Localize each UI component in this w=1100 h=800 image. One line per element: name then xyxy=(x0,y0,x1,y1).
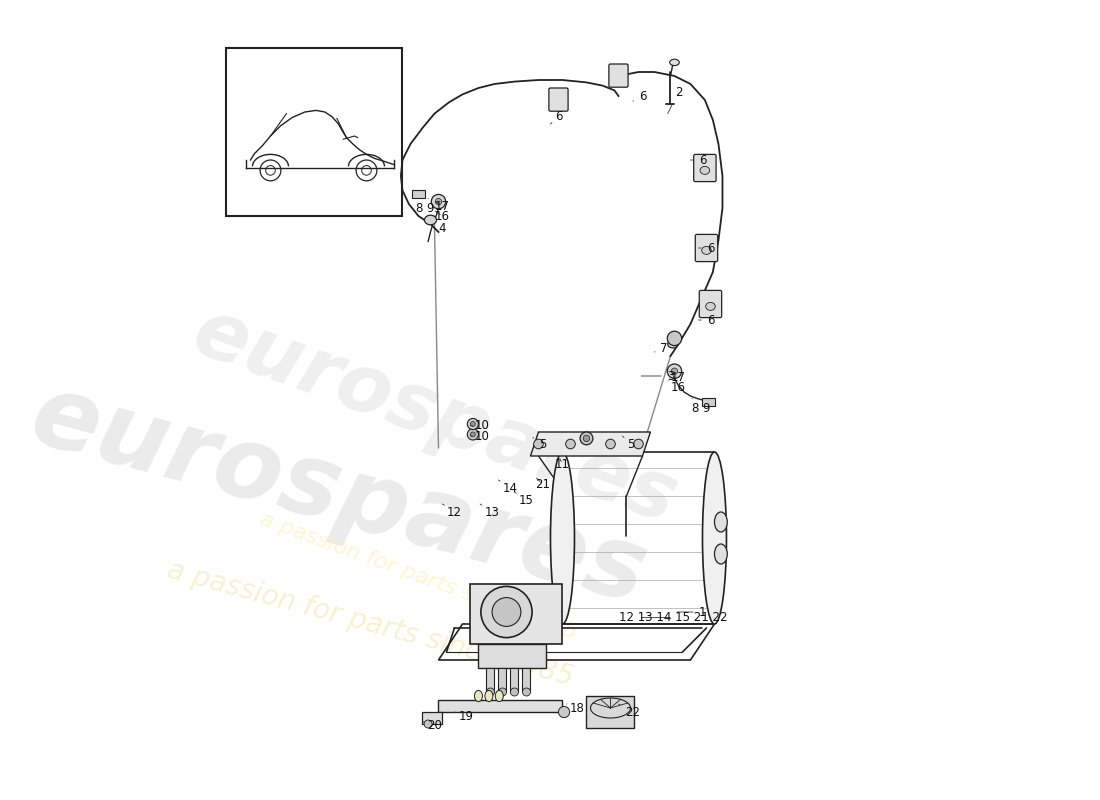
Text: eurospares: eurospares xyxy=(182,292,688,540)
Ellipse shape xyxy=(522,688,530,696)
Circle shape xyxy=(431,194,446,209)
Circle shape xyxy=(425,720,432,728)
Text: 9: 9 xyxy=(426,198,433,214)
Bar xyxy=(227,48,403,216)
Ellipse shape xyxy=(700,166,710,174)
Text: 6: 6 xyxy=(698,314,714,326)
Text: a passion for parts since 1985: a passion for parts since 1985 xyxy=(257,509,580,643)
Bar xyxy=(498,668,506,692)
Bar xyxy=(703,398,715,406)
Text: 18: 18 xyxy=(566,702,584,714)
Text: 16: 16 xyxy=(434,210,450,222)
Ellipse shape xyxy=(670,59,680,66)
Text: 10: 10 xyxy=(471,430,490,442)
Circle shape xyxy=(468,429,478,440)
Ellipse shape xyxy=(474,690,483,702)
Text: 4: 4 xyxy=(434,216,447,234)
Circle shape xyxy=(481,586,532,638)
Text: 14: 14 xyxy=(498,480,518,494)
Text: 22: 22 xyxy=(618,704,640,718)
Text: 12 13 14 15 21 22: 12 13 14 15 21 22 xyxy=(618,611,727,624)
Ellipse shape xyxy=(498,688,506,696)
Text: eurospares: eurospares xyxy=(21,367,657,625)
Bar xyxy=(510,668,518,692)
Ellipse shape xyxy=(495,690,504,702)
FancyBboxPatch shape xyxy=(694,154,716,182)
Text: 17: 17 xyxy=(668,371,686,384)
Ellipse shape xyxy=(715,512,727,532)
FancyBboxPatch shape xyxy=(609,64,628,87)
Text: 8: 8 xyxy=(415,198,422,214)
Text: 2: 2 xyxy=(668,86,682,114)
Ellipse shape xyxy=(703,452,726,624)
Ellipse shape xyxy=(425,215,437,225)
Ellipse shape xyxy=(668,340,678,348)
Circle shape xyxy=(468,418,478,430)
Text: 6: 6 xyxy=(550,110,562,124)
Text: 7: 7 xyxy=(654,342,668,354)
Bar xyxy=(412,190,425,198)
Text: 10: 10 xyxy=(471,419,490,432)
Text: 11: 11 xyxy=(556,458,570,470)
Text: a passion for parts since 1985: a passion for parts since 1985 xyxy=(164,556,576,692)
Text: 16: 16 xyxy=(668,381,686,394)
Circle shape xyxy=(471,422,475,426)
Circle shape xyxy=(671,368,678,374)
Bar xyxy=(478,644,547,668)
Circle shape xyxy=(471,432,475,437)
Text: 8: 8 xyxy=(691,398,698,414)
Text: 6: 6 xyxy=(698,242,714,254)
Text: 13: 13 xyxy=(480,504,499,518)
Text: 3: 3 xyxy=(641,370,674,382)
Circle shape xyxy=(606,439,615,449)
Ellipse shape xyxy=(485,690,493,702)
Polygon shape xyxy=(530,432,650,456)
Text: 5: 5 xyxy=(623,436,635,450)
Circle shape xyxy=(436,198,442,205)
Text: 15: 15 xyxy=(515,492,534,506)
Ellipse shape xyxy=(715,544,727,564)
Circle shape xyxy=(534,439,543,449)
Ellipse shape xyxy=(550,452,574,624)
Text: 12: 12 xyxy=(442,504,462,518)
Bar xyxy=(522,668,530,692)
Ellipse shape xyxy=(486,688,495,696)
Text: 1: 1 xyxy=(678,606,706,618)
Circle shape xyxy=(492,598,521,626)
Text: 6: 6 xyxy=(632,90,646,102)
FancyBboxPatch shape xyxy=(700,290,722,318)
FancyBboxPatch shape xyxy=(695,234,717,262)
Text: 6: 6 xyxy=(691,154,706,166)
Ellipse shape xyxy=(702,246,712,254)
Circle shape xyxy=(668,364,682,378)
Bar xyxy=(422,712,442,724)
Circle shape xyxy=(580,432,593,445)
Text: 19: 19 xyxy=(454,710,474,722)
Circle shape xyxy=(565,439,575,449)
Circle shape xyxy=(668,331,682,346)
Bar xyxy=(486,668,495,692)
Text: 5: 5 xyxy=(532,438,547,450)
Text: 17: 17 xyxy=(434,200,450,213)
Bar xyxy=(471,584,562,644)
Text: 9: 9 xyxy=(703,398,711,414)
Circle shape xyxy=(559,706,570,718)
Text: 21: 21 xyxy=(535,478,550,490)
Ellipse shape xyxy=(510,688,518,696)
Ellipse shape xyxy=(706,302,715,310)
Bar xyxy=(586,696,635,728)
FancyBboxPatch shape xyxy=(549,88,568,111)
Circle shape xyxy=(583,435,590,442)
Text: 20: 20 xyxy=(422,719,442,732)
Circle shape xyxy=(634,439,643,449)
Polygon shape xyxy=(439,700,562,712)
